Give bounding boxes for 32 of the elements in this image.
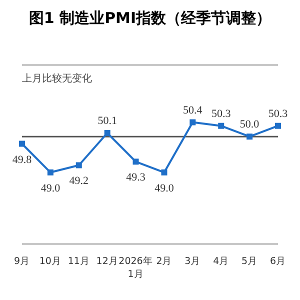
x-tick-label: 10月	[39, 256, 62, 267]
data-label: 49.0	[154, 182, 174, 194]
x-tick-label: 11月	[68, 256, 90, 267]
x-tick-label: 9月	[14, 256, 30, 267]
point	[275, 122, 281, 129]
x-tick-label: 4月	[213, 256, 230, 267]
data-label: 49.8	[12, 154, 32, 166]
x-tick-label: 5月	[242, 256, 258, 267]
chart-title: 图1 制造业PMI指数（经季节调整）	[28, 8, 272, 28]
point	[104, 130, 110, 136]
point	[218, 122, 224, 129]
x-tick-label: 6月	[270, 256, 286, 267]
data-label: 50.4	[183, 104, 203, 116]
point	[76, 162, 82, 168]
ref-line-label: 上月比较无变化	[22, 72, 92, 85]
x-tick-label: 2月	[156, 256, 172, 267]
point	[19, 140, 25, 147]
data-label: 49.0	[40, 182, 61, 194]
data-label: 50.3	[211, 108, 232, 120]
data-label: 50.3	[268, 108, 288, 120]
data-label: 50.1	[98, 115, 117, 128]
point	[132, 158, 139, 165]
point	[246, 134, 253, 140]
point	[190, 119, 196, 126]
data-label: 49.2	[69, 175, 89, 188]
point	[161, 169, 168, 176]
x-tick-label: 12月	[96, 256, 118, 267]
data-label: 50.0	[240, 118, 260, 131]
x-tick-label: 2026年 1月	[118, 255, 153, 280]
data-label: 49.3	[126, 172, 146, 184]
x-tick-label: 3月	[184, 256, 201, 267]
point	[47, 169, 54, 176]
